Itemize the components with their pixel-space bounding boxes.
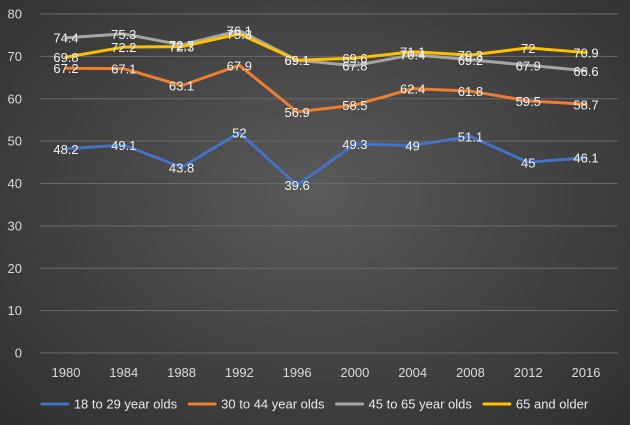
series-line-45-to-65-year-olds	[64, 29, 588, 73]
data-label: 72.7	[169, 38, 194, 53]
data-label: 62.4	[400, 82, 425, 97]
y-tick-label: 0	[15, 346, 22, 361]
x-tick-label: 2012	[514, 365, 543, 380]
data-label: 45	[521, 155, 535, 170]
data-label: 59.5	[516, 94, 541, 109]
data-label: 49.3	[342, 137, 367, 152]
data-label: 39.6	[284, 178, 309, 193]
data-label: 67.9	[227, 58, 252, 73]
legend-label: 30 to 44 year olds	[221, 397, 325, 412]
data-label: 71.1	[400, 45, 425, 60]
data-label: 67.9	[516, 58, 541, 73]
x-tick-label: 2016	[572, 365, 601, 380]
x-tick-label: 1984	[109, 365, 138, 380]
data-label: 49.1	[111, 138, 136, 153]
x-tick-label: 2004	[398, 365, 427, 380]
data-label: 69.1	[284, 53, 309, 68]
x-tick-label: 1980	[52, 365, 81, 380]
data-label: 46.1	[573, 151, 598, 166]
data-label: 66.6	[573, 64, 598, 79]
y-tick-label: 30	[8, 218, 22, 233]
series-line-65-and-older	[64, 32, 588, 62]
data-label: 69.1	[284, 53, 309, 68]
y-tick-label: 40	[8, 176, 22, 191]
data-label: 52	[232, 126, 246, 141]
data-label: 72	[521, 41, 535, 56]
data-label: 61.8	[458, 84, 483, 99]
y-tick-label: 20	[8, 261, 22, 276]
x-tick-label: 1988	[167, 365, 196, 380]
data-label: 70.9	[573, 46, 598, 61]
data-label: 43.8	[169, 160, 194, 175]
data-label: 51.1	[458, 129, 483, 144]
data-label: 49	[405, 138, 419, 153]
series-lines	[64, 29, 588, 187]
data-label: 70.4	[400, 48, 425, 63]
data-label: 72.2	[111, 40, 136, 55]
series-line-18-to-29-year-olds	[64, 131, 588, 187]
data-label: 58.7	[573, 97, 598, 112]
x-axis-tick-labels: 1980 1984 1988 1992 1996 2000 2004 2008 2012 2016	[52, 365, 601, 380]
data-label: 75.3	[227, 27, 252, 42]
y-tick-label: 10	[8, 303, 22, 318]
y-tick-label: 70	[8, 49, 22, 64]
data-label: 69.6	[342, 51, 367, 66]
legend-label: 45 to 65 year olds	[369, 397, 473, 412]
legend-label: 65 and older	[516, 397, 589, 412]
legend-label: 18 to 29 year olds	[74, 397, 178, 412]
data-label: 76.1	[227, 24, 252, 39]
data-label: 56.9	[284, 105, 309, 120]
data-label: 70.3	[458, 48, 483, 63]
x-tick-label: 1992	[225, 365, 254, 380]
y-axis-tick-labels: 0 10 20 30 40 50 60 70 80	[8, 7, 22, 361]
series-line-30-to-44-year-olds	[64, 63, 588, 114]
x-tick-label: 2000	[340, 365, 369, 380]
data-label: 67.8	[342, 59, 367, 74]
data-label: 63.1	[169, 79, 194, 94]
data-label: 48.2	[53, 142, 78, 157]
y-tick-label: 50	[8, 134, 22, 149]
gridlines	[40, 13, 618, 354]
x-tick-label: 2008	[456, 365, 485, 380]
data-label: 74.4	[53, 31, 78, 46]
data-label: 72.3	[169, 40, 194, 55]
data-label: 69.8	[53, 50, 78, 65]
legend: 18 to 29 year olds 30 to 44 year olds 45 t…	[40, 397, 589, 412]
data-label: 75.3	[111, 27, 136, 42]
data-label: 67.1	[111, 62, 136, 77]
y-tick-label: 60	[8, 91, 22, 106]
data-label: 67.2	[53, 61, 78, 76]
x-tick-label: 1996	[283, 365, 312, 380]
data-labels: 48.2 49.1 43.8 52 39.6 49.3 49 51.1 45 46.1 67.2 67…	[53, 24, 598, 194]
data-label: 69.2	[458, 53, 483, 68]
y-tick-label: 80	[8, 7, 22, 22]
data-label: 58.5	[342, 98, 367, 113]
